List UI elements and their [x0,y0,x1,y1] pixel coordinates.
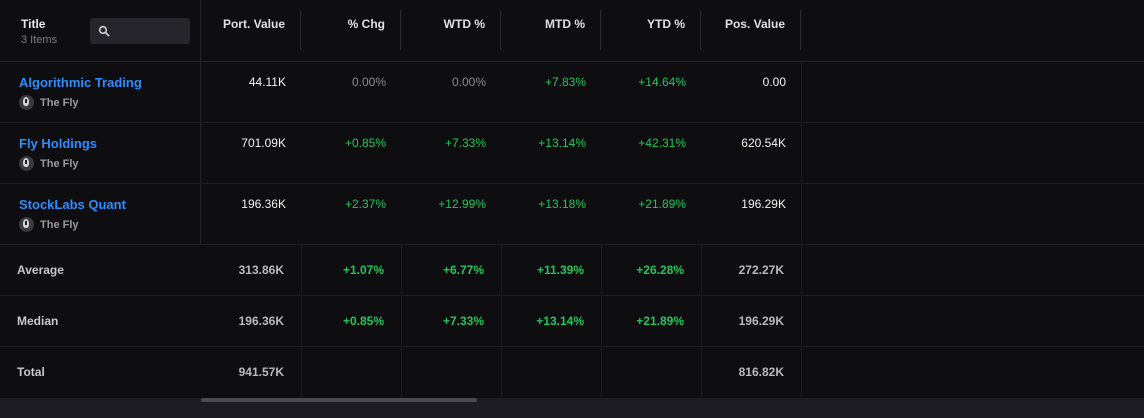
pct-chg-cell: +1.07% [342,263,384,277]
mtd-cell: +7.83% [544,75,586,89]
table-header: Title 3 Items Port. Value % Chg WTD % MT… [0,0,1144,62]
pos-value-cell: 620.54K [741,136,786,150]
pct-chg-cell: 0.00% [351,75,386,89]
port-value-cell: 196.36K [238,314,284,328]
column-divider [801,62,802,398]
row-name-cell: Fly Holdings The Fly [0,123,201,183]
column-divider [501,245,502,398]
source-name: The Fly [40,218,79,231]
column-header-pos-value[interactable]: Pos. Value [701,10,801,50]
summary-label: Total [17,365,45,379]
column-header-ytd[interactable]: YTD % [601,10,701,50]
mtd-cell: +13.14% [538,136,586,150]
source-name: The Fly [40,96,79,109]
mtd-cell: +11.39% [536,263,584,277]
mtd-cell: +13.14% [536,314,584,328]
pos-value-cell: 816.82K [738,365,784,379]
wtd-cell: +12.99% [438,197,486,211]
source-label: The Fly [19,95,79,110]
ytd-cell: +42.31% [638,136,686,150]
column-header-pct-chg[interactable]: % Chg [301,10,401,50]
summary-label: Median [17,314,59,328]
row-name-cell: StockLabs Quant The Fly [0,184,201,244]
item-count: 3 Items [21,34,58,46]
summary-row-average: Average 313.86K +1.07% +6.77% +11.39% +2… [0,245,1144,296]
portfolio-link[interactable]: StockLabs Quant [19,197,126,212]
pct-chg-cell: +2.37% [344,197,386,211]
wtd-cell: 0.00% [451,75,486,89]
search-input[interactable] [90,18,190,44]
source-label: The Fly [19,156,79,171]
summary-row-total: Total 941.57K 816.82K [0,347,1144,398]
pct-chg-cell: +0.85% [344,136,386,150]
port-value-cell: 313.86K [238,263,284,277]
wtd-cell: +7.33% [442,314,484,328]
column-divider [601,245,602,398]
the-fly-logo-icon [19,156,34,171]
pos-value-cell: 196.29K [738,314,784,328]
portfolio-table: Title 3 Items Port. Value % Chg WTD % MT… [0,0,1144,398]
ytd-cell: +21.89% [638,197,686,211]
wtd-cell: +6.77% [442,263,484,277]
port-value-cell: 44.11K [248,75,286,89]
port-value-cell: 701.09K [241,136,286,150]
column-divider [301,245,302,398]
mtd-cell: +13.18% [538,197,586,211]
source-label: The Fly [19,217,79,232]
port-value-cell: 941.57K [238,365,284,379]
ytd-cell: +21.89% [636,314,684,328]
summary-label: Average [17,263,64,277]
pos-value-cell: 196.29K [741,197,786,211]
column-header-mtd[interactable]: MTD % [501,10,601,50]
wtd-cell: +7.33% [444,136,486,150]
ytd-cell: +26.28% [636,263,684,277]
pos-value-cell: 0.00 [762,75,786,89]
column-header-port-value[interactable]: Port. Value [201,10,301,50]
pct-chg-cell: +0.85% [342,314,384,328]
horizontal-scrollbar[interactable] [201,398,477,402]
the-fly-logo-icon [19,95,34,110]
table-row[interactable]: StockLabs Quant The Fly 196.36K +2.37% +… [0,184,1144,245]
row-name-cell: Algorithmic Trading The Fly [0,62,201,122]
table-row[interactable]: Fly Holdings The Fly 701.09K +0.85% +7.3… [0,123,1144,184]
portfolio-link[interactable]: Fly Holdings [19,136,97,151]
ytd-cell: +14.64% [638,75,686,89]
portfolio-link[interactable]: Algorithmic Trading [19,75,142,90]
column-divider [701,245,702,398]
table-row[interactable]: Algorithmic Trading The Fly 44.11K 0.00%… [0,62,1144,123]
title-header-label: Title [21,17,46,31]
title-column-header[interactable]: Title 3 Items [0,0,201,62]
source-name: The Fly [40,157,79,170]
port-value-cell: 196.36K [241,197,286,211]
column-header-wtd[interactable]: WTD % [401,10,501,50]
search-icon [98,25,110,37]
the-fly-logo-icon [19,217,34,232]
summary-row-median: Median 196.36K +0.85% +7.33% +13.14% +21… [0,296,1144,347]
pos-value-cell: 272.27K [738,263,784,277]
column-divider [401,245,402,398]
